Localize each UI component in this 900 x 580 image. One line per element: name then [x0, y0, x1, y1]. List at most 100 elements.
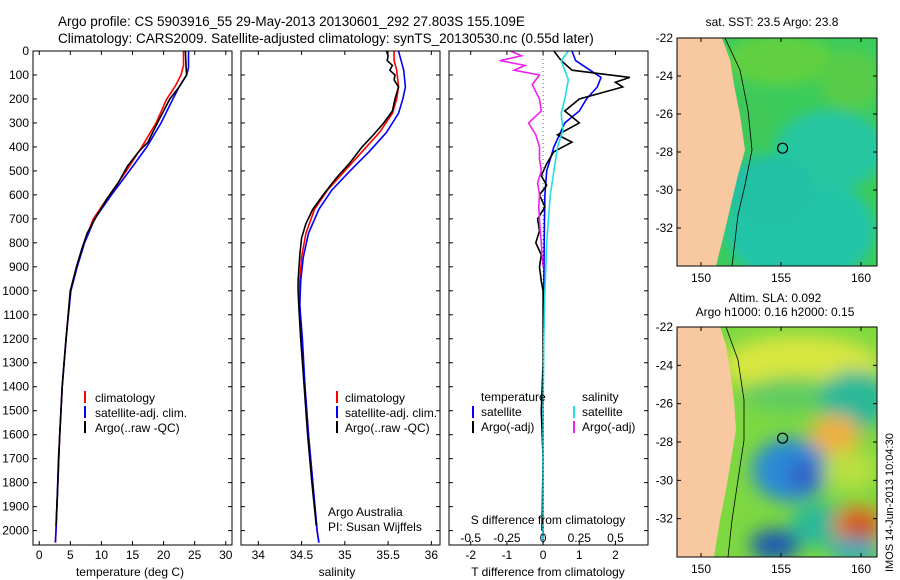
legend-label-t-argo: Argo(-adj)	[481, 420, 534, 434]
legend-label-s-argo: Argo(-adj)	[582, 420, 635, 434]
temperature-ticks: 0 5 10 15 20 25 300100200300400500600700800900…	[2, 44, 232, 562]
legend-label-argo: Argo(..raw -QC)	[345, 421, 430, 435]
sst-field-patches	[725, 38, 877, 266]
y-tick-label: 100	[9, 68, 29, 82]
y-tick-label: 1000	[2, 284, 29, 298]
x-tick-label: -2	[465, 548, 476, 562]
x-tick-label: 25	[188, 548, 202, 562]
series-line-argo-raw-qc-	[55, 50, 188, 526]
sla-field-patches	[720, 335, 877, 557]
x-tick-label: 1	[576, 548, 583, 562]
x-tick-label: 30	[219, 548, 233, 562]
temperature-xlabel: temperature (deg C)	[76, 565, 184, 579]
salinity-panel: 34 34.5 35 35.5 36 salinity climatology sate…	[240, 50, 441, 579]
y-tick-label: 1900	[2, 500, 29, 514]
y-tick-label: 1100	[3, 308, 29, 322]
legend-label-argo: Argo(..raw -QC)	[95, 421, 180, 435]
x-tick-label: 2	[612, 548, 619, 562]
map-y-tick-label: -32	[656, 512, 674, 526]
map-y-tick-label: -30	[656, 473, 674, 487]
temperature-axes-frame	[32, 50, 233, 546]
map-x-tick-label: 155	[771, 271, 791, 285]
temperature-panel: 0 5 10 15 20 25 300100200300400500600700800900…	[2, 44, 232, 579]
legend-label-s-satellite: satellite	[582, 405, 623, 419]
y-tick-label: 2000	[2, 524, 29, 538]
series-line-argo-raw-qc-	[297, 50, 400, 526]
legend-label-climatology: climatology	[95, 391, 155, 405]
y-tick-label: 1600	[2, 428, 29, 442]
y-tick-label: 300	[9, 116, 29, 130]
sla-map-ticks: 150 155 160 -22 -24 -26 -28 -30 -32	[656, 320, 877, 576]
x-tick-label: 34.5	[290, 548, 314, 562]
y-tick-label: 900	[9, 260, 29, 274]
side-timestamp-label: IMOS 14-Jun-2013 10:04:30	[884, 433, 896, 572]
map-y-tick-label: -22	[656, 320, 674, 334]
legend-label-climatology: climatology	[345, 391, 405, 405]
sla-map-panel: Altim. SLA: 0.092 Argo h1000: 0.16 h2000…	[656, 291, 878, 576]
difference-legend: temperature satellite Argo(-adj) salinit…	[472, 390, 635, 434]
x-tick-label: 36	[425, 548, 439, 562]
series-line-climatology	[54, 51, 185, 543]
sst-map-title: sat. SST: 23.5 Argo: 23.8	[706, 15, 839, 29]
series-line-t-satellite	[542, 50, 602, 543]
y-tick-label: 700	[9, 212, 29, 226]
x-tick-label: 35	[338, 548, 352, 562]
y-tick-label: 1200	[2, 332, 29, 346]
difference-panel: -2 -1 0 1 2 -0.5 -0.25 0 0.25 0.5 T difference fr…	[448, 50, 649, 579]
series-line-s-argo-adj-	[499, 50, 544, 267]
sst-map-panel: sat. SST: 23.5 Argo: 23.8 150 155 160 -22 -2…	[656, 15, 878, 285]
difference-ticks: -2 -1 0 1 2 -0.5 -0.25 0 0.25 0.5	[449, 50, 648, 562]
y-tick-label: 0	[22, 44, 29, 58]
series-line-climatology	[298, 51, 400, 543]
salinity-xlabel: salinity	[319, 565, 356, 579]
y-tick-label: 1800	[2, 476, 29, 490]
x-tick-label: 34	[252, 548, 266, 562]
legend-label-t-satellite: satellite	[481, 405, 522, 419]
salinity-legend: climatology satellite-adj. clim. Argo(..…	[336, 391, 437, 435]
series-line-satellite-adj-clim-	[298, 50, 407, 543]
y-tick-label: 1400	[2, 380, 29, 394]
sla-map-title-2: Argo h1000: 0.16 h2000: 0.15	[696, 305, 855, 319]
map-x-tick-label: 160	[851, 271, 871, 285]
y-tick-label: 1500	[2, 404, 29, 418]
salinity-lines	[297, 50, 407, 543]
x-tick-label: 0	[540, 548, 547, 562]
map-y-tick-label: -24	[656, 69, 674, 83]
y-tick-label: 500	[9, 164, 29, 178]
x-tick-label: -1	[502, 548, 513, 562]
legend-label-satellite: satellite-adj. clim.	[345, 406, 437, 420]
map-y-tick-label: -24	[656, 358, 674, 372]
sst-map-ticks: 150 155 160 -22 -24 -26 -28 -30 -32	[656, 31, 877, 285]
map-y-tick-label: -22	[656, 31, 674, 45]
temperature-legend: climatology satellite-adj. clim. Argo(..…	[84, 391, 187, 435]
salinity-axes-frame	[240, 50, 441, 546]
legend-title-salinity: salinity	[582, 390, 619, 404]
x-tick-label-salinity: 0.5	[607, 531, 624, 545]
salinity-ticks: 34 34.5 35 35.5 36	[241, 50, 440, 562]
sst-land	[677, 38, 745, 266]
map-x-tick-label: 155	[771, 562, 791, 576]
x-tick-label-salinity: -0.25	[493, 531, 521, 545]
map-x-tick-label: 160	[851, 562, 871, 576]
difference-lines	[499, 50, 631, 545]
header-line1: Argo profile: CS 5903916_55 29-May-2013 …	[58, 14, 525, 29]
sla-map-title-1: Altim. SLA: 0.092	[729, 291, 822, 305]
x-tick-label: 0	[36, 548, 43, 562]
x-tick-label: 15	[126, 548, 140, 562]
x-tick-label: 35.5	[376, 548, 400, 562]
legend-label-satellite: satellite-adj. clim.	[95, 406, 187, 420]
map-y-tick-label: -32	[656, 221, 674, 235]
x-tick-label: 5	[67, 548, 74, 562]
map-y-tick-label: -28	[656, 435, 674, 449]
sst-isobath	[724, 38, 753, 266]
map-y-tick-label: -28	[656, 145, 674, 159]
series-line-satellite-adj-clim-	[54, 51, 190, 543]
map-y-tick-label: -30	[656, 183, 674, 197]
x-tick-label: 20	[157, 548, 171, 562]
difference-axes-frame	[448, 50, 649, 546]
difference-xlabel-salinity: S difference from climatology	[471, 513, 626, 527]
y-tick-label: 400	[9, 140, 29, 154]
x-tick-label: 10	[95, 548, 109, 562]
sla-isobath	[725, 327, 745, 557]
